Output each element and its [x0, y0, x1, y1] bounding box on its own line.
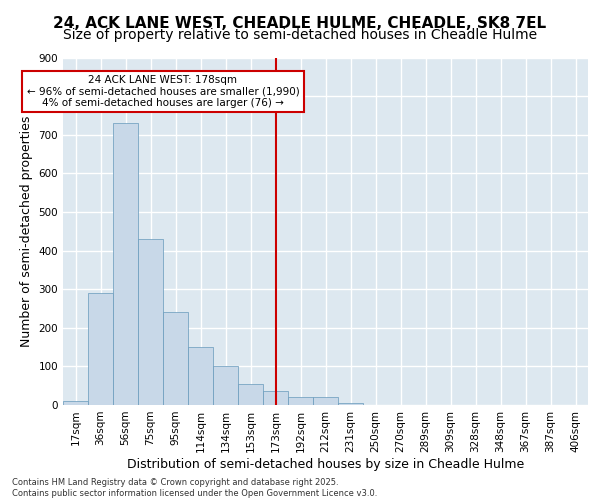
X-axis label: Distribution of semi-detached houses by size in Cheadle Hulme: Distribution of semi-detached houses by …	[127, 458, 524, 470]
Bar	[263, 392, 288, 405]
Bar	[163, 312, 188, 405]
Bar	[338, 403, 363, 405]
Bar	[63, 401, 88, 405]
Bar	[313, 398, 338, 405]
Bar	[88, 293, 113, 405]
Text: 24 ACK LANE WEST: 178sqm
← 96% of semi-detached houses are smaller (1,990)
4% of: 24 ACK LANE WEST: 178sqm ← 96% of semi-d…	[26, 75, 299, 108]
Text: Size of property relative to semi-detached houses in Cheadle Hulme: Size of property relative to semi-detach…	[63, 28, 537, 42]
Bar	[213, 366, 238, 405]
Y-axis label: Number of semi-detached properties: Number of semi-detached properties	[20, 116, 33, 347]
Text: Contains HM Land Registry data © Crown copyright and database right 2025.
Contai: Contains HM Land Registry data © Crown c…	[12, 478, 377, 498]
Bar	[288, 398, 313, 405]
Text: 24, ACK LANE WEST, CHEADLE HULME, CHEADLE, SK8 7EL: 24, ACK LANE WEST, CHEADLE HULME, CHEADL…	[53, 16, 547, 31]
Bar	[113, 123, 138, 405]
Bar	[188, 347, 213, 405]
Bar	[138, 239, 163, 405]
Bar	[238, 384, 263, 405]
